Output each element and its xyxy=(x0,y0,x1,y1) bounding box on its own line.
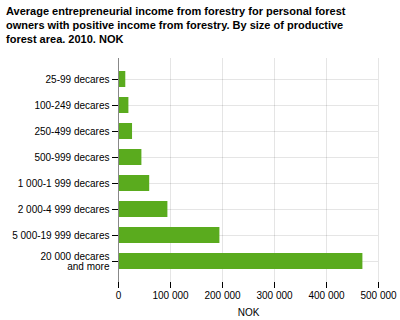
svg-text:400 000: 400 000 xyxy=(308,290,345,301)
svg-text:2 000-4 999 decares: 2 000-4 999 decares xyxy=(18,204,110,215)
svg-text:500-999 decares: 500-999 decares xyxy=(34,152,109,163)
html-text:Average entrepreneurial income: Average entrepreneurial income from fore… xyxy=(6,5,346,45)
svg-text:5 000-19 999 decares: 5 000-19 999 decares xyxy=(12,230,109,241)
svg-text:250-499 decares: 250-499 decares xyxy=(34,126,109,137)
svg-text:100-249 decares: 100-249 decares xyxy=(34,100,109,111)
svg-text:0: 0 xyxy=(116,290,122,301)
svg-text:500 000: 500 000 xyxy=(360,290,397,301)
svg-text:1 000-1 999 decares: 1 000-1 999 decares xyxy=(18,178,110,189)
svg-text:25-99 decares: 25-99 decares xyxy=(46,74,110,85)
svg-text:300 000: 300 000 xyxy=(256,290,293,301)
svg-text:200 000: 200 000 xyxy=(204,290,241,301)
svg-text:20 000 decaresand more: 20 000 decaresand more xyxy=(41,251,110,272)
svg-text:NOK: NOK xyxy=(238,307,260,318)
svg-text:100 000: 100 000 xyxy=(152,290,189,301)
